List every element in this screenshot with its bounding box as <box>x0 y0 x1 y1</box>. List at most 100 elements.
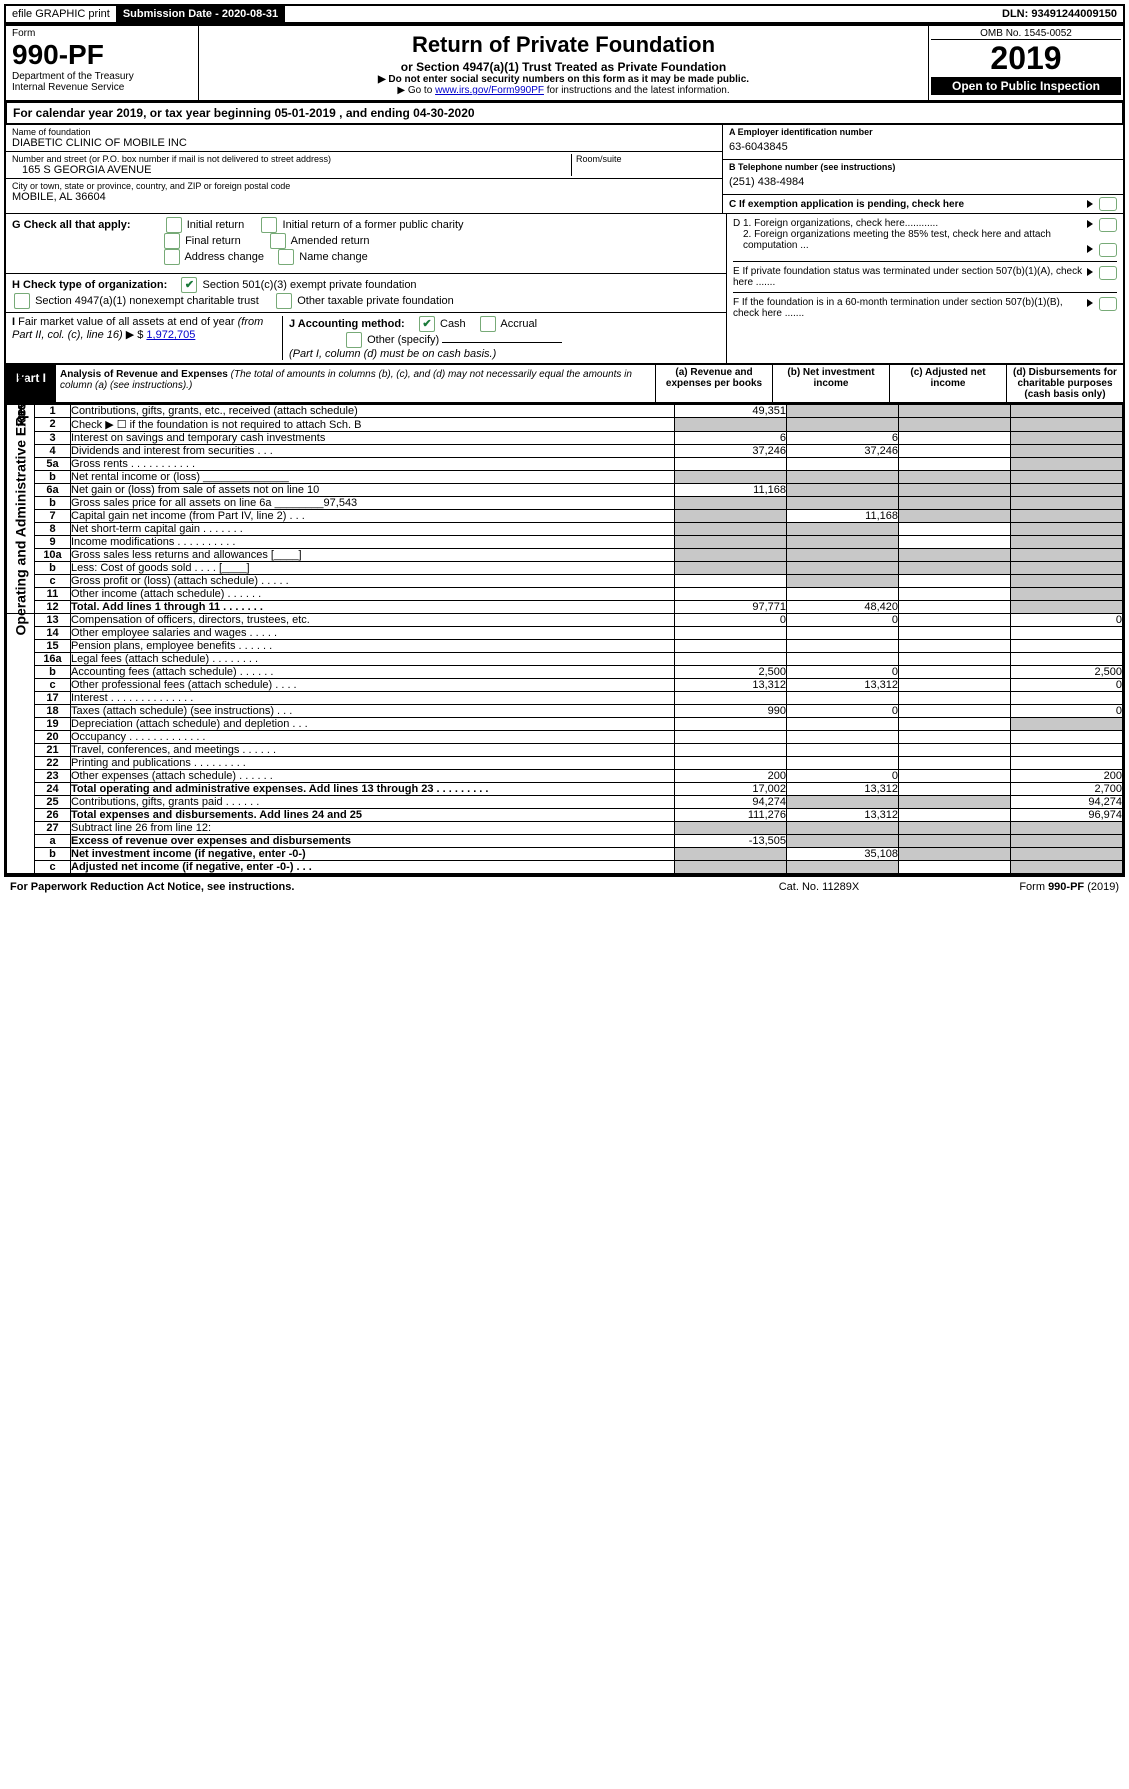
cell: 0 <box>787 666 899 679</box>
other-taxable-checkbox[interactable] <box>276 293 292 309</box>
accrual-checkbox[interactable] <box>480 316 496 332</box>
501c3-checkbox[interactable] <box>181 277 197 293</box>
cell <box>787 653 899 666</box>
row-desc: Compensation of officers, directors, tru… <box>71 614 675 627</box>
exemption-checkbox[interactable] <box>1099 197 1117 211</box>
cash-checkbox[interactable] <box>419 316 435 332</box>
row-desc: Excess of revenue over expenses and disb… <box>71 835 675 848</box>
omb-number: OMB No. 1545-0052 <box>931 28 1121 40</box>
table-row: cOther professional fees (attach schedul… <box>7 679 1123 692</box>
cell <box>1011 523 1123 536</box>
cell <box>1011 653 1123 666</box>
cell: 11,168 <box>787 510 899 523</box>
cell <box>1011 536 1123 549</box>
cell <box>675 718 787 731</box>
name-change-checkbox[interactable] <box>278 249 294 265</box>
amended-return-checkbox[interactable] <box>270 233 286 249</box>
j-accrual: Accrual <box>500 318 537 330</box>
g-opt-1: Initial return of a former public charit… <box>283 219 464 231</box>
cell <box>787 835 899 848</box>
d1-label: D 1. Foreign organizations, check here..… <box>733 218 1087 229</box>
address-change-checkbox[interactable] <box>164 249 180 265</box>
row-num: b <box>35 471 71 484</box>
cell <box>899 744 1011 757</box>
cell <box>899 445 1011 458</box>
cell <box>1011 861 1123 874</box>
foundation-name-label: Name of foundation <box>12 127 716 137</box>
cell <box>675 536 787 549</box>
row-desc: Subtract line 26 from line 12: <box>71 822 675 835</box>
row-num: 3 <box>35 432 71 445</box>
initial-former-checkbox[interactable] <box>261 217 277 233</box>
cell <box>1011 445 1123 458</box>
row-desc: Interest on savings and temporary cash i… <box>71 432 675 445</box>
cell <box>899 718 1011 731</box>
table-row: 8Net short-term capital gain . . . . . .… <box>7 523 1123 536</box>
h-opt2: Section 4947(a)(1) nonexempt charitable … <box>35 295 259 307</box>
cell: 0 <box>787 770 899 783</box>
table-row: bNet rental income or (loss) ___________… <box>7 471 1123 484</box>
row-desc: Total operating and administrative expen… <box>71 783 675 796</box>
4947a1-checkbox[interactable] <box>14 293 30 309</box>
d2-checkbox[interactable] <box>1099 243 1117 257</box>
cell <box>1011 640 1123 653</box>
form-subtitle: or Section 4947(a)(1) Trust Treated as P… <box>203 60 924 74</box>
cell: 11,168 <box>675 484 787 497</box>
f-checkbox[interactable] <box>1099 297 1117 311</box>
cell <box>899 783 1011 796</box>
final-return-checkbox[interactable] <box>164 233 180 249</box>
d1-checkbox[interactable] <box>1099 218 1117 232</box>
table-row: 26Total expenses and disbursements. Add … <box>7 809 1123 822</box>
cell: 111,276 <box>675 809 787 822</box>
j-other: Other (specify) <box>367 334 439 346</box>
row-desc: Adjusted net income (if negative, enter … <box>71 861 675 874</box>
row-num: 10a <box>35 549 71 562</box>
table-row: 3Interest on savings and temporary cash … <box>7 432 1123 445</box>
cell: 13,312 <box>787 783 899 796</box>
table-row: 11Other income (attach schedule) . . . .… <box>7 588 1123 601</box>
city-value: MOBILE, AL 36604 <box>12 191 716 203</box>
cell <box>899 822 1011 835</box>
row-desc: Depreciation (attach schedule) and deple… <box>71 718 675 731</box>
cell <box>899 757 1011 770</box>
cell <box>899 848 1011 861</box>
part1-title: Analysis of Revenue and Expenses <box>60 369 228 380</box>
footer: For Paperwork Reduction Act Notice, see … <box>4 876 1125 897</box>
fmv-amount: 1,972,705 <box>146 329 195 341</box>
cell <box>675 497 787 510</box>
cell <box>675 458 787 471</box>
cell <box>787 757 899 770</box>
cell <box>787 718 899 731</box>
row-num: b <box>35 562 71 575</box>
cell <box>1011 562 1123 575</box>
row-num: b <box>35 497 71 510</box>
cell: 94,274 <box>675 796 787 809</box>
row-num: 23 <box>35 770 71 783</box>
cell <box>787 471 899 484</box>
cell <box>899 614 1011 627</box>
table-row: 17Interest . . . . . . . . . . . . . . <box>7 692 1123 705</box>
phone-label: B Telephone number (see instructions) <box>729 162 1117 172</box>
j-label: J Accounting method: <box>289 318 405 330</box>
cell <box>787 562 899 575</box>
form990pf-link[interactable]: www.irs.gov/Form990PF <box>435 85 544 96</box>
table-row: 15Pension plans, employee benefits . . .… <box>7 640 1123 653</box>
footer-right: Form 990-PF (2019) <box>919 881 1119 893</box>
other-method-checkbox[interactable] <box>346 332 362 348</box>
e-checkbox[interactable] <box>1099 266 1117 280</box>
row-desc: Net rental income or (loss) ____________… <box>71 471 675 484</box>
cell <box>899 601 1011 614</box>
cell <box>787 627 899 640</box>
row-num: 19 <box>35 718 71 731</box>
table-row: 14Other employee salaries and wages . . … <box>7 627 1123 640</box>
row-desc: Capital gain net income (from Part IV, l… <box>71 510 675 523</box>
initial-return-checkbox[interactable] <box>166 217 182 233</box>
cell <box>899 471 1011 484</box>
row-desc: Occupancy . . . . . . . . . . . . . <box>71 731 675 744</box>
row-num: 20 <box>35 731 71 744</box>
cell: 200 <box>675 770 787 783</box>
cell: 0 <box>1011 614 1123 627</box>
cell <box>899 510 1011 523</box>
row-desc: Gross sales price for all assets on line… <box>71 497 675 510</box>
row-desc: Income modifications . . . . . . . . . . <box>71 536 675 549</box>
